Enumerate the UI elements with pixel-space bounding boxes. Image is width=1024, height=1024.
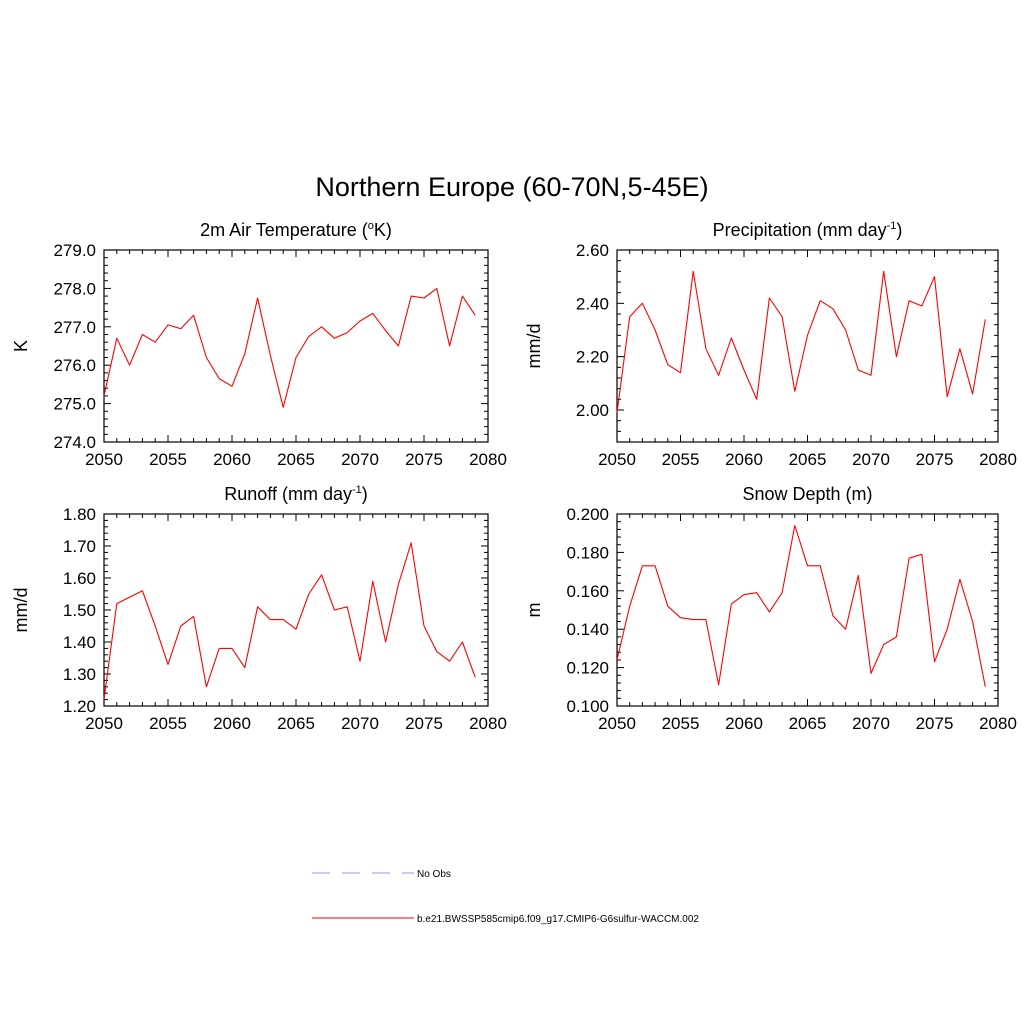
y-tick-label: 1.60: [63, 569, 96, 588]
y-tick-label: 1.80: [63, 505, 96, 524]
x-tick-label: 2055: [662, 714, 700, 733]
series-line: [616, 524, 986, 687]
y-axis-label: K: [11, 340, 31, 352]
chart-panels: 2050 2055 2060 2065 2070 2075 2080 274.0 275.0 27…: [11, 220, 1017, 733]
y-tick-label: 2.00: [576, 401, 609, 420]
panel-title: 2m Air Temperature (oK): [200, 220, 392, 240]
y-tick-label: 275.0: [53, 395, 96, 414]
x-tick-label: 2065: [789, 450, 827, 469]
x-tick-label: 2060: [725, 714, 763, 733]
x-tick-label: 2080: [469, 450, 507, 469]
legend: No Obs b.e21.BWSSP585cmip6.f09_g17.CMIP6-…: [312, 869, 699, 925]
x-tick-label: 2075: [405, 450, 443, 469]
panel-1: 2050 2055 2060 2065 2070 2075 2080 274.0 275.0 27…: [11, 220, 507, 469]
x-tick-label: 2065: [277, 714, 315, 733]
y-tick-label: 279.0: [53, 241, 96, 260]
legend-label-2: b.e21.BWSSP585cmip6.f09_g17.CMIP6-G6sulf…: [417, 914, 699, 925]
figure-title: Northern Europe (60-70N,5-45E): [315, 172, 708, 202]
x-tick-label: 2050: [598, 450, 636, 469]
x-tick-label: 2070: [852, 714, 890, 733]
x-tick-label: 2055: [662, 450, 700, 469]
x-tick-label: 2070: [341, 714, 379, 733]
y-tick-label: 1.20: [63, 697, 96, 716]
y-tick-label: 274.0: [53, 433, 96, 452]
x-tick-label: 2070: [852, 450, 890, 469]
y-axis-label: mm/d: [524, 324, 544, 369]
y-tick-label: 1.30: [63, 665, 96, 684]
y-tick-label: 0.100: [566, 697, 609, 716]
y-tick-label: 0.160: [566, 582, 609, 601]
x-tick-label: 2075: [916, 450, 954, 469]
panel-2: 2050 2055 2060 2065 2070 2075 2080 2.00 2.20 2.40…: [524, 220, 1017, 469]
x-tick-label: 2060: [213, 714, 251, 733]
x-tick-label: 2060: [213, 450, 251, 469]
y-tick-label: 1.70: [63, 537, 96, 556]
y-tick-label: 2.40: [576, 294, 609, 313]
x-tick-label: 2050: [85, 450, 123, 469]
x-tick-label: 2055: [149, 450, 187, 469]
x-tick-label: 2075: [405, 714, 443, 733]
y-tick-label: 2.60: [576, 241, 609, 260]
y-tick-label: 2.20: [576, 348, 609, 367]
x-tick-label: 2075: [916, 714, 954, 733]
panel-title: Precipitation (mm day-1): [713, 220, 903, 240]
x-tick-label: 2080: [979, 450, 1017, 469]
plot-frame: [616, 249, 999, 443]
x-tick-label: 2050: [85, 714, 123, 733]
y-tick-label: 0.120: [566, 659, 609, 678]
y-axis-label: mm/d: [11, 588, 31, 633]
y-tick-label: 0.200: [566, 505, 609, 524]
series-line: [103, 542, 476, 700]
panel-3: 2050 2055 2060 2065 2070 2075 2080 1.20 1.30 1.40…: [11, 484, 507, 733]
y-tick-label: 277.0: [53, 318, 96, 337]
x-tick-label: 2070: [341, 450, 379, 469]
plot-frame: [103, 513, 489, 707]
y-tick-label: 0.140: [566, 620, 609, 639]
panel-title: Snow Depth (m): [742, 484, 872, 504]
x-tick-label: 2055: [149, 714, 187, 733]
panel-4: 2050 2055 2060 2065 2070 2075 2080 0.100 0.120 0.…: [524, 484, 1017, 733]
x-tick-label: 2065: [789, 714, 827, 733]
y-tick-label: 1.40: [63, 633, 96, 652]
x-tick-label: 2080: [979, 714, 1017, 733]
x-tick-label: 2065: [277, 450, 315, 469]
x-tick-label: 2060: [725, 450, 763, 469]
series-line: [616, 270, 986, 413]
y-tick-label: 1.50: [63, 601, 96, 620]
y-tick-label: 276.0: [53, 356, 96, 375]
plot-frame: [103, 249, 489, 443]
x-tick-label: 2080: [469, 714, 507, 733]
series-line: [103, 287, 476, 408]
y-axis-label: m: [524, 603, 544, 618]
y-tick-label: 278.0: [53, 279, 96, 298]
x-tick-label: 2050: [598, 714, 636, 733]
plot-frame: [616, 513, 999, 707]
legend-label-1: No Obs: [417, 869, 451, 880]
y-tick-label: 0.180: [566, 543, 609, 562]
panel-title: Runoff (mm day-1): [224, 484, 368, 504]
